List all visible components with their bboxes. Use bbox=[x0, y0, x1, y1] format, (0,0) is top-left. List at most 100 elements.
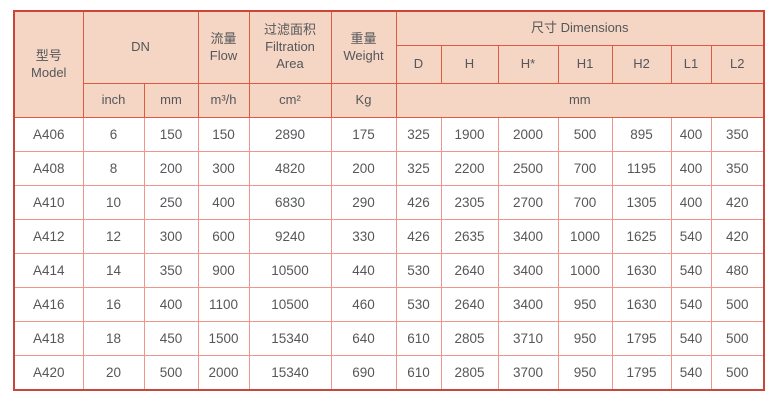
header-flow: 流量 Flow bbox=[197, 10, 250, 84]
header-dim-h-star: H* bbox=[497, 45, 559, 84]
header-area-en2: Area bbox=[276, 55, 304, 71]
cell-dim-h-star: 3710 bbox=[497, 321, 559, 356]
cell-weight: 330 bbox=[330, 219, 397, 254]
table-row: A414 14 350 900 10500 440 530 2640 3400 1000 1630 5… bbox=[13, 253, 765, 288]
header-dim-h2: H2 bbox=[611, 45, 672, 84]
unit-dimensions: mm bbox=[395, 83, 765, 118]
cell-dn-mm: 450 bbox=[143, 321, 199, 356]
cell-weight: 200 bbox=[330, 151, 397, 186]
cell-weight: 175 bbox=[330, 117, 397, 152]
header-area-zh: 过滤面积 bbox=[263, 22, 316, 38]
cell-filtration-area: 15340 bbox=[248, 355, 332, 391]
cell-weight: 640 bbox=[330, 321, 397, 356]
header-dim-l2: L2 bbox=[710, 45, 765, 84]
header-filtration-area: 过滤面积 Filtration Area bbox=[248, 10, 332, 84]
header-row-1: 型号 Model DN 流量 Flow 过滤面积 Filtration Area… bbox=[13, 10, 765, 118]
cell-dim-h-star: 3400 bbox=[497, 287, 559, 322]
cell-dim-h: 2640 bbox=[440, 287, 499, 322]
header-row-2: D H H* H1 H2 L1 L2 bbox=[14, 45, 765, 84]
cell-dim-l1: 540 bbox=[670, 355, 712, 391]
cell-dim-l2: 420 bbox=[710, 185, 765, 220]
cell-dn-mm: 350 bbox=[143, 253, 199, 288]
cell-dim-h1: 700 bbox=[557, 151, 613, 186]
cell-dim-d: 325 bbox=[395, 117, 442, 152]
cell-model: A418 bbox=[13, 321, 84, 356]
cell-weight: 440 bbox=[330, 253, 397, 288]
cell-dim-l1: 540 bbox=[670, 253, 712, 288]
cell-dim-h2: 895 bbox=[611, 117, 672, 152]
table-row: A420 20 500 2000 15340 690 610 2805 3700 950 1795 5… bbox=[13, 355, 765, 391]
spec-table: 型号 Model DN 流量 Flow 过滤面积 Filtration Area… bbox=[13, 10, 766, 391]
header-weight: 重量 Weight bbox=[330, 10, 397, 84]
cell-dim-l2: 420 bbox=[710, 219, 765, 254]
cell-dim-h-star: 3400 bbox=[497, 219, 559, 254]
cell-dim-h1: 1000 bbox=[557, 253, 613, 288]
cell-model: A420 bbox=[13, 355, 84, 391]
header-dn: DN bbox=[82, 10, 199, 84]
cell-dim-h: 2305 bbox=[440, 185, 499, 220]
cell-flow: 1100 bbox=[197, 287, 250, 322]
header-weight-zh: 重量 bbox=[350, 30, 377, 46]
cell-flow: 2000 bbox=[197, 355, 250, 391]
header-flow-en: Flow bbox=[209, 47, 238, 63]
unit-mm: mm bbox=[143, 83, 199, 118]
cell-dim-h: 2805 bbox=[440, 321, 499, 356]
cell-dim-h2: 1305 bbox=[611, 185, 672, 220]
cell-dim-h: 2200 bbox=[440, 151, 499, 186]
header-model-en: Model bbox=[31, 64, 67, 80]
cell-dn-mm: 250 bbox=[143, 185, 199, 220]
cell-dim-h2: 1625 bbox=[611, 219, 672, 254]
cell-dim-h-star: 2000 bbox=[497, 117, 559, 152]
cell-dim-l1: 400 bbox=[670, 185, 712, 220]
table-row: A410 10 250 400 6830 290 426 2305 2700 700 1305 400… bbox=[13, 185, 765, 220]
cell-filtration-area: 10500 bbox=[248, 253, 332, 288]
cell-dim-l2: 350 bbox=[710, 151, 765, 186]
cell-dim-l1: 400 bbox=[670, 151, 712, 186]
cell-dim-d: 426 bbox=[395, 219, 442, 254]
table-header: 型号 Model DN 流量 Flow 过滤面积 Filtration Area… bbox=[13, 10, 765, 118]
header-dim-d: D bbox=[395, 45, 442, 84]
table-row: A406 6 150 150 2890 175 325 1900 2000 500 895 400 35… bbox=[13, 117, 765, 152]
cell-dim-h: 2640 bbox=[440, 253, 499, 288]
cell-dim-h-star: 3400 bbox=[497, 253, 559, 288]
cell-dim-l1: 540 bbox=[670, 321, 712, 356]
cell-model: A416 bbox=[13, 287, 84, 322]
cell-dim-d: 530 bbox=[395, 287, 442, 322]
cell-weight: 460 bbox=[330, 287, 397, 322]
cell-dim-h: 2805 bbox=[440, 355, 499, 391]
cell-dim-d: 610 bbox=[395, 321, 442, 356]
header-dimensions: 尺寸 Dimensions bbox=[395, 10, 765, 46]
cell-dn-mm: 150 bbox=[143, 117, 199, 152]
cell-dim-h1: 500 bbox=[557, 117, 613, 152]
cell-flow: 400 bbox=[197, 185, 250, 220]
cell-dim-h2: 1630 bbox=[611, 287, 672, 322]
cell-dim-l2: 500 bbox=[710, 287, 765, 322]
cell-dn-mm: 300 bbox=[143, 219, 199, 254]
header-model-zh: 型号 bbox=[35, 47, 62, 63]
cell-dim-h1: 950 bbox=[557, 287, 613, 322]
cell-dim-h2: 1630 bbox=[611, 253, 672, 288]
table-row: A418 18 450 1500 15340 640 610 2805 3710 950 1795 5… bbox=[13, 321, 765, 356]
cell-dim-d: 610 bbox=[395, 355, 442, 391]
header-area-en1: Filtration bbox=[265, 39, 315, 55]
cell-filtration-area: 6830 bbox=[248, 185, 332, 220]
cell-dn-mm: 200 bbox=[143, 151, 199, 186]
cell-dim-l1: 540 bbox=[670, 219, 712, 254]
header-row-units: inch mm m³/h cm² Kg mm bbox=[14, 83, 765, 118]
header-model: 型号 Model bbox=[13, 10, 84, 118]
cell-dim-h: 2635 bbox=[440, 219, 499, 254]
cell-dim-h-star: 2700 bbox=[497, 185, 559, 220]
cell-dim-h2: 1795 bbox=[611, 355, 672, 391]
cell-dn-inch: 16 bbox=[82, 287, 145, 322]
cell-weight: 290 bbox=[330, 185, 397, 220]
cell-filtration-area: 2890 bbox=[248, 117, 332, 152]
cell-dim-h2: 1195 bbox=[611, 151, 672, 186]
cell-flow: 1500 bbox=[197, 321, 250, 356]
cell-dim-l2: 480 bbox=[710, 253, 765, 288]
cell-dim-h: 1900 bbox=[440, 117, 499, 152]
table-row: A412 12 300 600 9240 330 426 2635 3400 1000 1625 54… bbox=[13, 219, 765, 254]
header-dim-h1: H1 bbox=[557, 45, 613, 84]
cell-dim-h-star: 2500 bbox=[497, 151, 559, 186]
cell-model: A410 bbox=[13, 185, 84, 220]
cell-dim-d: 530 bbox=[395, 253, 442, 288]
